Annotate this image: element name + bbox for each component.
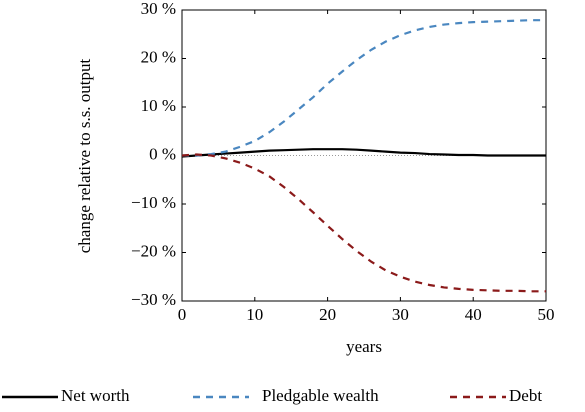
x-tick-label: 20: [319, 305, 336, 324]
y-tick-label: −30 %: [131, 290, 176, 309]
y-tick-label: 10 %: [141, 96, 176, 115]
y-tick-label: −10 %: [131, 193, 176, 212]
x-tick-label: 0: [178, 305, 187, 324]
series-line: [181, 153, 546, 293]
legend-label: Net worth: [61, 386, 130, 405]
legend-label: Debt: [509, 386, 542, 405]
x-tick-label: 10: [246, 305, 263, 324]
x-tick-label: 30: [392, 305, 409, 324]
y-tick-label: 0 %: [149, 144, 176, 163]
y-tick-label: 20 %: [141, 47, 176, 66]
y-tick-label: −20 %: [131, 241, 176, 260]
x-axis-label: years: [346, 337, 382, 356]
x-tick-label: 40: [465, 305, 482, 324]
y-tick-label: 30 %: [141, 0, 176, 18]
y-axis-label: change relative to s.s. output: [75, 58, 94, 253]
series-line: [182, 19, 546, 157]
legend-label: Pledgable wealth: [262, 386, 379, 405]
x-tick-label: 50: [538, 305, 555, 324]
series-line: [181, 148, 546, 158]
